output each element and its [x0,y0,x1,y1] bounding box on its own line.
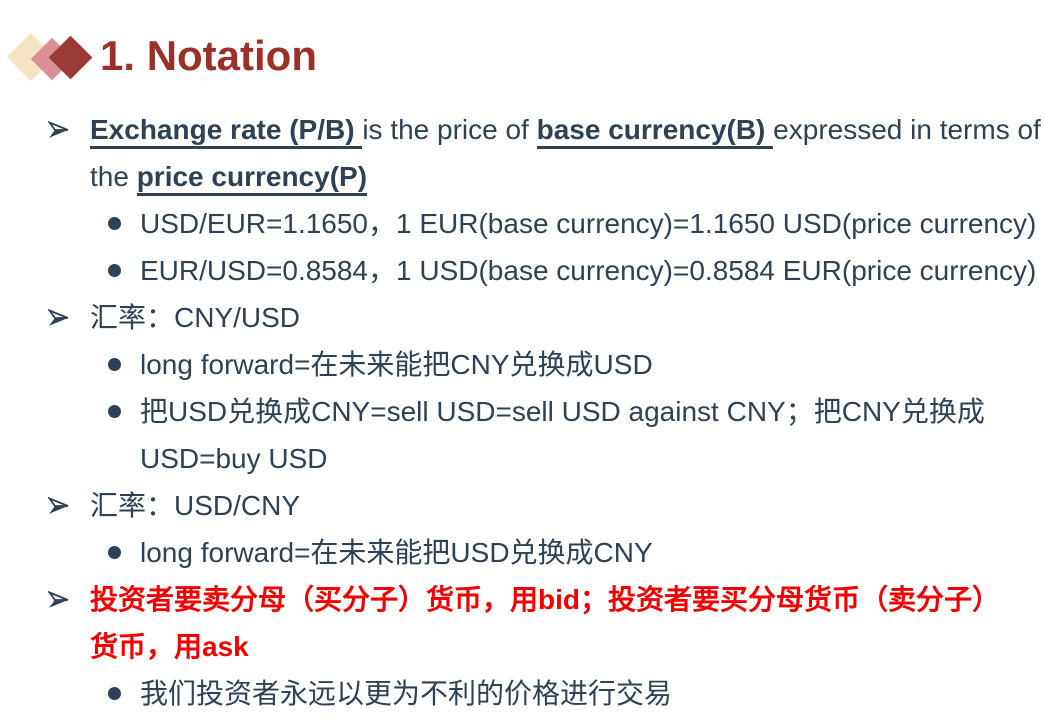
line-text: 把USD兑换成CNY=sell USD=sell USD against CNY… [140,388,1044,435]
line-text: 汇率：USD/CNY [90,482,1044,529]
bullet-line-5: 汇率：CNY/USD [0,294,1044,341]
line-text: EUR/USD=0.8584，1 USD(base currency)=0.85… [140,247,1044,294]
slide-header: 1. Notation [0,0,1044,106]
line-text: 货币，用ask [90,623,1044,670]
filled-circle-icon [108,358,121,371]
arrowhead-right-icon [48,497,69,514]
bullet-line-2: the price currency(P) [0,153,1044,200]
text-segment: long forward=在未来能把CNY兑换成USD [140,349,653,380]
line-text: long forward=在未来能把USD兑换成CNY [140,529,1044,576]
bullet-line-1: Exchange rate (P/B) is the price of base… [0,106,1044,153]
filled-circle-icon [108,405,121,418]
filled-circle-icon [108,264,121,277]
bullet-line-12: 货币，用ask [0,623,1044,670]
text-segment: 我们投资者永远以更为不利的价格进行交易 [140,678,673,709]
line-text: 汇率：CNY/USD [90,294,1044,341]
text-segment: 货币，用ask [90,631,249,662]
arrowhead-right-icon [48,121,69,138]
line-text: USD=buy USD [140,435,1044,482]
bullet-line-13: 我们投资者永远以更为不利的价格进行交易 [0,670,1044,717]
bullet-line-8: USD=buy USD [0,435,1044,482]
line-text: 我们投资者永远以更为不利的价格进行交易 [140,670,1044,717]
text-segment: is the price of [362,114,537,145]
bullet-line-9: 汇率：USD/CNY [0,482,1044,529]
text-segment: USD=buy USD [140,443,328,474]
filled-circle-icon [108,546,121,559]
arrowhead-right-icon [48,309,69,326]
filled-circle-icon [108,687,121,700]
text-segment: EUR/USD=0.8584，1 USD(base currency)=0.85… [140,255,1037,286]
text-segment: long forward=在未来能把USD兑换成CNY [140,537,653,568]
text-segment: 汇率：CNY/USD [90,302,301,333]
bullet-line-11: 投资者要卖分母（买分子）货币，用bid；投资者要买分母货币（卖分子） [0,576,1044,623]
text-segment: 汇率：USD/CNY [90,490,301,521]
text-segment: expressed in terms of [773,114,1041,145]
line-text: the price currency(P) [90,153,1044,200]
text-segment: 把USD兑换成CNY=sell USD=sell USD against CNY… [140,396,985,427]
text-segment: the [90,161,137,192]
line-text: long forward=在未来能把CNY兑换成USD [140,341,1044,388]
bullet-line-7: 把USD兑换成CNY=sell USD=sell USD against CNY… [0,388,1044,435]
text-segment: price currency(P) [136,161,368,196]
slide-title: 1. Notation [100,32,317,79]
text-segment: base currency(B) [536,114,774,149]
bullet-line-4: EUR/USD=0.8584，1 USD(base currency)=0.85… [0,247,1044,294]
line-text: USD/EUR=1.1650，1 EUR(base currency)=1.16… [140,200,1044,247]
text-segment: Exchange rate (P/B) [90,114,363,149]
line-text: 投资者要卖分母（买分子）货币，用bid；投资者要买分母货币（卖分子） [90,576,1044,623]
filled-circle-icon [108,217,121,230]
text-segment: 投资者要卖分母（买分子）货币，用bid；投资者要买分母货币（卖分子） [90,584,1000,615]
slide-body: Exchange rate (P/B) is the price of base… [0,106,1044,717]
arrowhead-right-icon [48,591,69,608]
text-segment: USD/EUR=1.1650，1 EUR(base currency)=1.16… [140,208,1037,239]
line-text: Exchange rate (P/B) is the price of base… [90,106,1044,153]
bullet-line-3: USD/EUR=1.1650，1 EUR(base currency)=1.16… [0,200,1044,247]
bullet-line-6: long forward=在未来能把CNY兑换成USD [0,341,1044,388]
bullet-line-10: long forward=在未来能把USD兑换成CNY [0,529,1044,576]
